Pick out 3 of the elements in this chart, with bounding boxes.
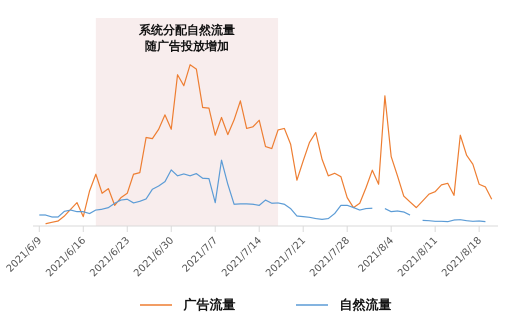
legend-label: 广告流量 xyxy=(184,296,236,314)
band-label: 系统分配自然流量随广告投放增加 xyxy=(138,23,235,53)
legend-label: 自然流量 xyxy=(340,296,392,314)
